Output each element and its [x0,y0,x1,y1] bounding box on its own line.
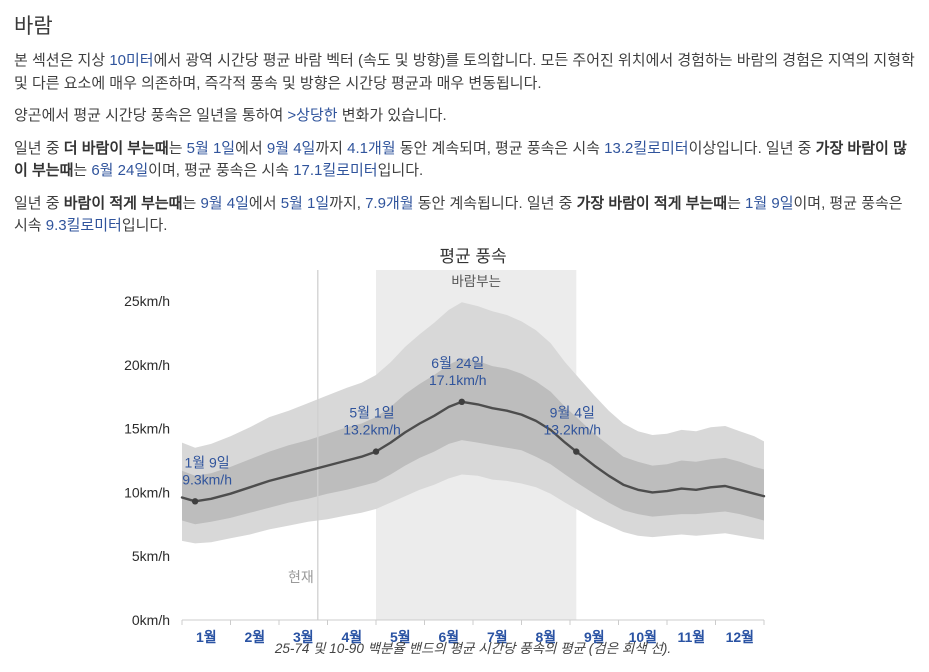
paragraph: 일년 중 더 바람이 부는때는 5월 1일에서 9월 4일까지 4.1개월 동안… [14,138,915,183]
text-run: 에서 [235,139,267,157]
x-axis-month-label: 8월 [535,629,556,645]
text-run: 본 섹션은 지상 [14,52,110,69]
x-axis-month-label: 10월 [629,629,657,645]
paragraph: 양곤에서 평균 시간당 풍속은 일년을 통하여 >상당한 변화가 있습니다. [14,105,915,128]
x-axis-month-label: 3월 [293,629,314,645]
x-axis-month-label: 11월 [677,629,705,645]
text-run: 일년 중 [14,194,64,212]
data-value-link[interactable]: 5월 1일 [280,194,330,212]
annotation-date: 1월 9일 [184,454,229,470]
emphasis-text: 가장 바람이 적게 부는때 [576,194,728,212]
x-axis-month-label: 6월 [438,629,459,645]
text-run: 양곤에서 평균 시간당 풍속은 일년을 통하여 [14,107,288,124]
emphasis-text: 바람이 적게 부는때 [63,194,183,212]
text-run: 까지 [315,139,348,157]
y-axis-tick-label: 15km/h [124,420,170,436]
annotation-value: 9.3km/h [182,471,232,487]
paragraph: 일년 중 바람이 적게 부는때는 9월 4일에서 5월 1일까지, 7.9개월 … [14,193,915,238]
key-point-dot [458,398,465,405]
key-point-dot [573,447,580,455]
key-point-dot [372,447,380,455]
emphasis-text: 가장 바람이 많이 부는때 [14,139,907,180]
data-value-link[interactable]: 6월 24일 [91,162,149,179]
text-run: 이며, 평균 풍속은 시속 [14,194,903,235]
key-point-dot [191,497,199,504]
mean-wind-speed-line [180,400,766,502]
text-run: 는 [727,194,746,212]
data-value-link[interactable]: 13.2킬로미터 [604,139,689,157]
text-run: 입니다. [121,217,168,234]
text-run: 변화가 있습니다. [337,107,447,124]
text-run: 에서 [248,194,281,212]
data-value-link[interactable]: 9.3킬로미터 [45,217,122,234]
data-value-link[interactable]: 17.1킬로미터 [293,162,378,179]
data-value-link[interactable]: 9월 4일 [200,194,249,212]
data-value-link[interactable]: >상당한 [287,107,338,124]
x-axis-month-label: 12월 [726,629,754,645]
data-value-link[interactable]: 9월 4일 [266,139,316,157]
text-run: 는 [73,162,92,179]
x-axis-month-label: 7월 [487,629,508,645]
text-run: 일년 중 [14,139,64,157]
y-axis-tick-label: 20km/h [124,356,170,372]
text-run: 동안 계속됩니다. 일년 중 [413,194,577,212]
chart-caption: 25-74 및 10-90 백분율 밴드의 평균 시간당 풍속의 평균 (검은 … [274,641,671,656]
annotation-value: 13.2km/h [544,421,602,437]
annotation-date: 9월 4일 [550,404,595,420]
text-run: 이상입니다. 일년 중 [688,139,816,157]
x-axis-month-label: 1월 [196,629,217,645]
chart-title: 평균 풍속 [439,248,506,266]
text-run: 는 [168,139,187,157]
data-value-link[interactable]: 7.9개월 [365,194,414,212]
emphasis-text: 더 바람이 부는때 [63,139,169,157]
annotation-date: 5월 1일 [349,404,394,420]
text-run: 동안 계속되며, 평균 풍속은 시속 [395,139,605,157]
text-run: 까지, [329,194,366,212]
x-axis-month-label: 4월 [341,629,362,645]
wind-description: 본 섹션은 지상 10미터에서 광역 시간당 평균 바람 벡터 (속도 및 방향… [14,50,915,238]
paragraph: 본 섹션은 지상 10미터에서 광역 시간당 평균 바람 벡터 (속도 및 방향… [14,50,915,95]
section-title: 바람 [14,15,53,38]
windy-season-label: 바람부는 [451,274,501,289]
x-axis-month-label: 2월 [244,629,265,645]
y-axis-tick-label: 5km/h [132,548,170,564]
now-label: 현재 [288,569,314,585]
wind-section: 바람 본 섹션은 지상 10미터에서 광역 시간당 평균 바람 벡터 (속도 및… [14,10,915,663]
data-value-link[interactable]: 5월 1일 [186,139,236,157]
y-axis-tick-label: 0km/h [132,612,170,628]
text-run: 는 [182,194,201,212]
y-axis-tick-label: 10km/h [124,484,170,500]
x-axis-month-label: 5월 [390,629,411,645]
x-axis-month-label: 9월 [584,629,605,645]
text-run: 에서 광역 시간당 평균 바람 벡터 (속도 및 방향)를 토의합니다. 모든 … [14,52,915,92]
data-value-link[interactable]: 1월 9일 [745,194,794,212]
annotation-date: 6월 24일 [431,354,484,370]
text-run: 이며, 평균 풍속은 시속 [148,162,294,179]
data-value-link[interactable]: 4.1개월 [347,139,396,157]
annotation-value: 13.2km/h [343,421,401,437]
data-value-link[interactable]: 10미터 [109,52,154,69]
annotation-value: 17.1km/h [429,371,487,387]
text-run: 입니다. [377,162,424,179]
y-axis-tick-label: 25km/h [124,293,170,309]
